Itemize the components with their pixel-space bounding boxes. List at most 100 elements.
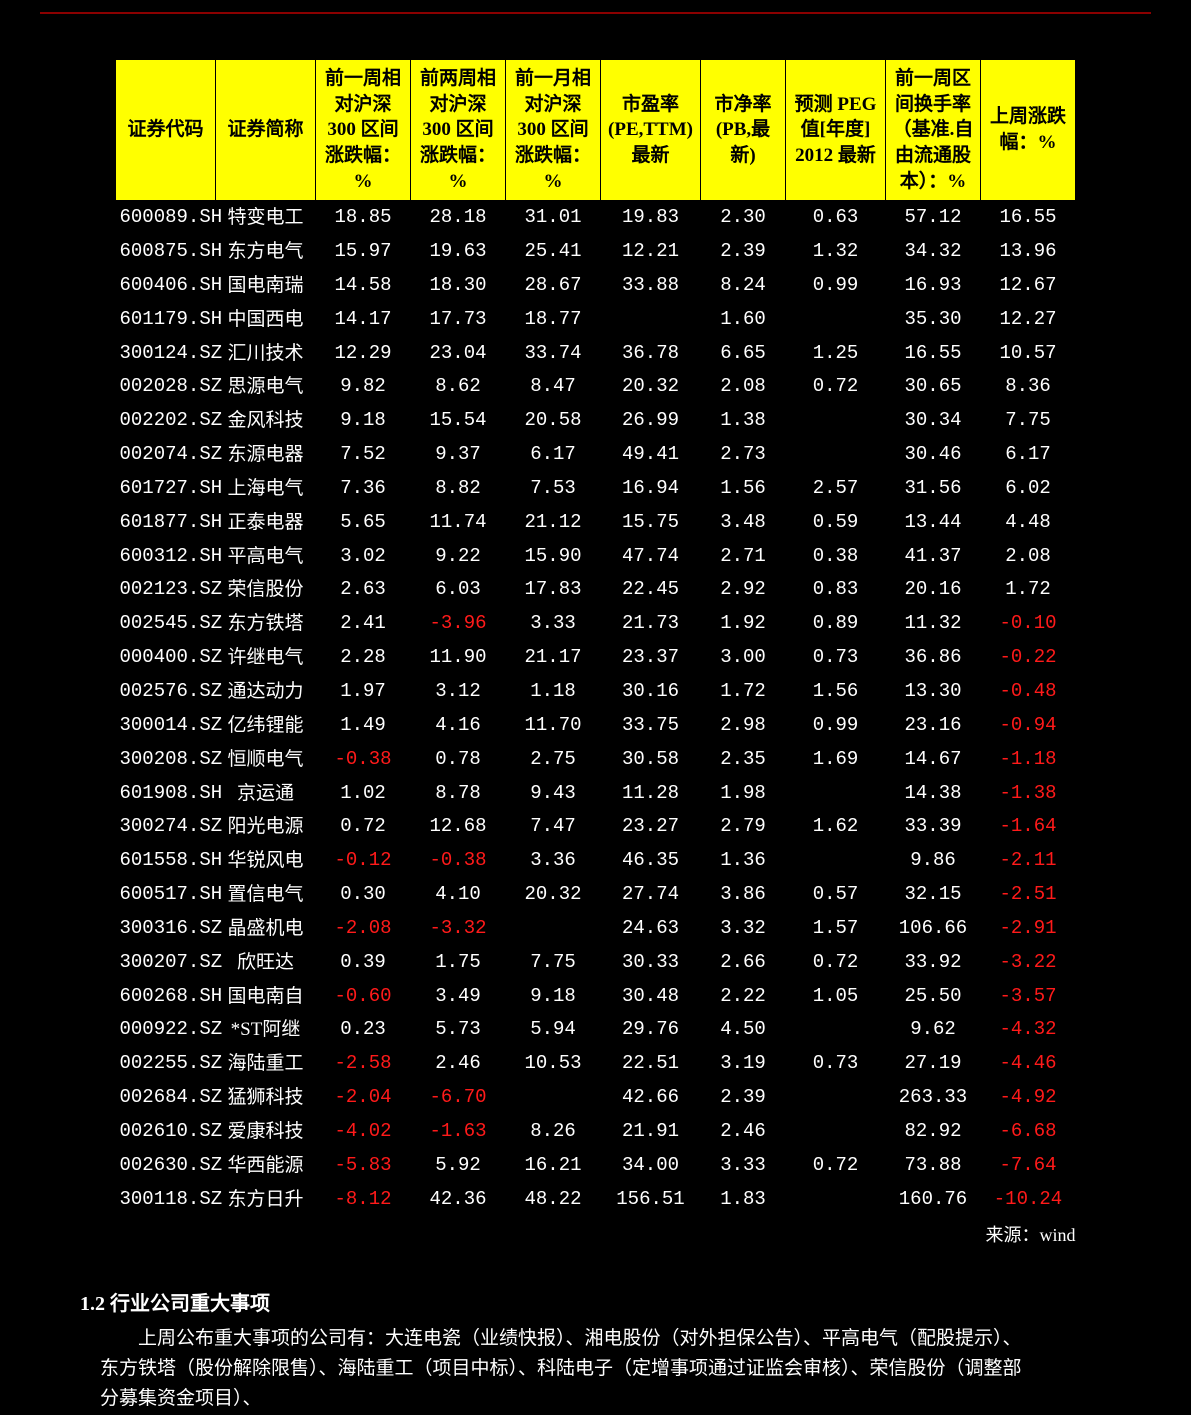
cell-chg: -4.46	[981, 1047, 1076, 1081]
cell-code: 601558.SH	[116, 844, 216, 878]
cell-code: 600406.SH	[116, 269, 216, 303]
cell-m1: 25.41	[506, 235, 601, 269]
col-header-m1: 前一月相对沪深 300 区间涨跌幅：%	[506, 60, 601, 201]
cell-m1: 1.18	[506, 675, 601, 709]
cell-turn: 73.88	[886, 1149, 981, 1183]
cell-turn: 9.62	[886, 1013, 981, 1047]
table-row: 600268.SH国电南自-0.603.499.1830.482.221.052…	[116, 980, 1076, 1014]
cell-w1: 0.72	[316, 810, 411, 844]
cell-chg: 8.36	[981, 370, 1076, 404]
col-header-w1: 前一周相对沪深 300 区间涨跌幅：%	[316, 60, 411, 201]
cell-chg: -2.91	[981, 912, 1076, 946]
cell-name: 华锐风电	[216, 844, 316, 878]
cell-pb: 2.39	[701, 235, 786, 269]
cell-name: 正泰电器	[216, 506, 316, 540]
cell-name: 通达动力	[216, 675, 316, 709]
cell-peg: 1.57	[786, 912, 886, 946]
cell-pb: 1.92	[701, 607, 786, 641]
cell-peg	[786, 844, 886, 878]
cell-peg: 0.72	[786, 946, 886, 980]
cell-name: 海陆重工	[216, 1047, 316, 1081]
cell-w2: -3.32	[411, 912, 506, 946]
cell-pb: 3.32	[701, 912, 786, 946]
table-row: 300208.SZ恒顺电气-0.380.782.7530.582.351.691…	[116, 743, 1076, 777]
cell-chg: 6.02	[981, 472, 1076, 506]
cell-peg: 2.57	[786, 472, 886, 506]
cell-name: 思源电气	[216, 370, 316, 404]
cell-w1: -0.60	[316, 980, 411, 1014]
col-header-peg: 预测 PEG值[年度] 2012 最新	[786, 60, 886, 201]
table-row: 600517.SH置信电气0.304.1020.3227.743.860.573…	[116, 878, 1076, 912]
cell-code: 002545.SZ	[116, 607, 216, 641]
cell-chg: -3.22	[981, 946, 1076, 980]
cell-peg	[786, 404, 886, 438]
cell-pb: 3.86	[701, 878, 786, 912]
cell-name: 置信电气	[216, 878, 316, 912]
col-header-pb: 市净率(PB,最新)	[701, 60, 786, 201]
cell-w1: 7.52	[316, 438, 411, 472]
cell-w2: 8.82	[411, 472, 506, 506]
cell-code: 002074.SZ	[116, 438, 216, 472]
cell-pb: 2.08	[701, 370, 786, 404]
cell-name: 猛狮科技	[216, 1081, 316, 1115]
cell-m1: 16.21	[506, 1149, 601, 1183]
cell-pe: 47.74	[601, 540, 701, 574]
cell-peg: 1.56	[786, 675, 886, 709]
cell-w2: 23.04	[411, 337, 506, 371]
cell-turn: 16.93	[886, 269, 981, 303]
cell-pb: 2.30	[701, 201, 786, 235]
cell-name: 恒顺电气	[216, 743, 316, 777]
cell-code: 600268.SH	[116, 980, 216, 1014]
cell-chg: 16.55	[981, 201, 1076, 235]
cell-code: 600517.SH	[116, 878, 216, 912]
cell-pe: 21.91	[601, 1115, 701, 1149]
table-row: 000400.SZ许继电气2.2811.9021.1723.373.000.73…	[116, 641, 1076, 675]
cell-turn: 16.55	[886, 337, 981, 371]
cell-peg	[786, 777, 886, 811]
cell-peg: 1.62	[786, 810, 886, 844]
cell-name: 荣信股份	[216, 573, 316, 607]
cell-code: 600089.SH	[116, 201, 216, 235]
cell-m1: 21.17	[506, 641, 601, 675]
table-row: 002028.SZ思源电气9.828.628.4720.322.080.7230…	[116, 370, 1076, 404]
cell-pb: 2.46	[701, 1115, 786, 1149]
cell-chg: 7.75	[981, 404, 1076, 438]
cell-turn: 31.56	[886, 472, 981, 506]
cell-peg	[786, 438, 886, 472]
cell-chg: -2.11	[981, 844, 1076, 878]
cell-pe: 30.48	[601, 980, 701, 1014]
cell-peg: 0.89	[786, 607, 886, 641]
cell-name: 晶盛机电	[216, 912, 316, 946]
section-heading: 1.2 行业公司重大事项	[80, 1287, 1151, 1316]
cell-turn: 13.44	[886, 506, 981, 540]
cell-w2: -1.63	[411, 1115, 506, 1149]
cell-pb: 1.98	[701, 777, 786, 811]
table-row: 601877.SH正泰电器5.6511.7421.1215.753.480.59…	[116, 506, 1076, 540]
cell-name: 许继电气	[216, 641, 316, 675]
cell-pb: 1.36	[701, 844, 786, 878]
cell-pb: 1.72	[701, 675, 786, 709]
cell-w1: 14.58	[316, 269, 411, 303]
cell-m1: 11.70	[506, 709, 601, 743]
cell-m1: 10.53	[506, 1047, 601, 1081]
cell-pe: 34.00	[601, 1149, 701, 1183]
cell-w1: -0.12	[316, 844, 411, 878]
cell-m1: 48.22	[506, 1183, 601, 1217]
cell-chg: 4.48	[981, 506, 1076, 540]
table-row: 002610.SZ爱康科技-4.02-1.638.2621.912.4682.9…	[116, 1115, 1076, 1149]
cell-turn: 14.67	[886, 743, 981, 777]
cell-turn: 14.38	[886, 777, 981, 811]
cell-chg: -0.48	[981, 675, 1076, 709]
cell-turn: 35.30	[886, 303, 981, 337]
cell-code: 000400.SZ	[116, 641, 216, 675]
cell-m1: 18.77	[506, 303, 601, 337]
cell-m1	[506, 912, 601, 946]
cell-pe: 23.37	[601, 641, 701, 675]
cell-name: 阳光电源	[216, 810, 316, 844]
cell-pe: 42.66	[601, 1081, 701, 1115]
table-row: 002684.SZ猛狮科技-2.04-6.7042.662.39263.33-4…	[116, 1081, 1076, 1115]
cell-w1: 1.49	[316, 709, 411, 743]
cell-pe: 27.74	[601, 878, 701, 912]
cell-chg: -6.68	[981, 1115, 1076, 1149]
cell-chg: -1.64	[981, 810, 1076, 844]
